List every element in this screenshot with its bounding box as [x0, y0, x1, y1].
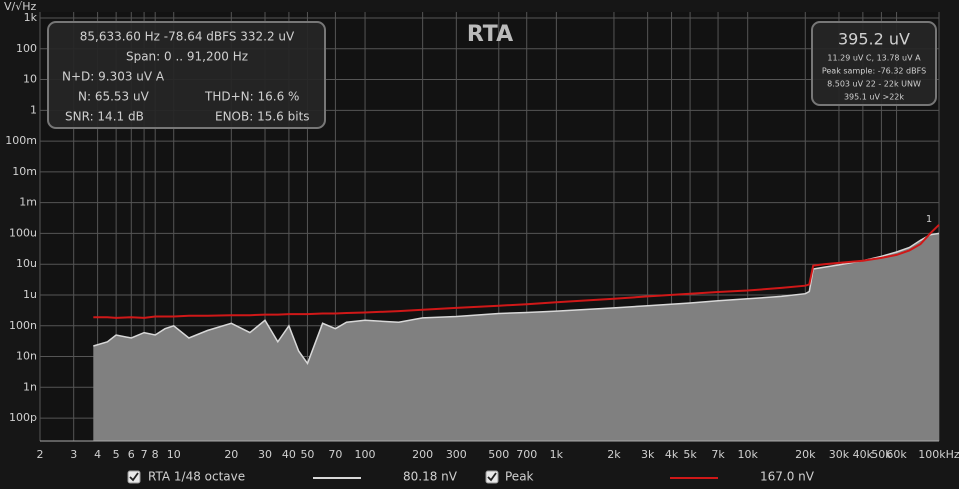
info-panel: 85,633.60 Hz -78.64 dBFS 332.2 uV Span: …: [47, 21, 326, 129]
x-tick-label: 40: [282, 448, 296, 461]
y-tick-label: 1: [30, 103, 37, 116]
y-tick-label: 1k: [24, 11, 38, 24]
info-text: N: 65.53 uV: [78, 90, 150, 104]
checkmark: [487, 472, 497, 482]
level-line: 11.29 uV C, 13.78 uV A: [827, 54, 921, 63]
x-tick-label: 100: [355, 448, 376, 461]
level-line: 395.1 uV >22k: [844, 93, 904, 102]
y-axis-title: V/√Hz: [4, 0, 37, 13]
x-tick-label: 60k: [886, 448, 907, 461]
x-tick-label: 4k: [665, 448, 679, 461]
x-tick-label: 100kHz: [918, 448, 959, 461]
info-text: N+D: 9.303 uV A: [62, 70, 165, 84]
x-tick-label: 3k: [641, 448, 655, 461]
info-text: THD+N: 16.6 %: [204, 90, 299, 104]
level-line: Peak sample: -76.32 dBFS: [822, 67, 926, 76]
x-tick-label: 4: [94, 448, 101, 461]
legend: RTA 1/48 octave 80.18 nV Peak 167.0 nV: [127, 470, 815, 484]
x-tick-label: 2k: [607, 448, 621, 461]
info-text: 85,633.60 Hz -78.64 dBFS 332.2 uV: [80, 30, 295, 44]
y-tick-label: 100: [16, 42, 37, 55]
x-tick-label: 20: [224, 448, 238, 461]
x-tick-label: 40k: [853, 448, 874, 461]
level-value: 395.2 uV: [838, 30, 910, 49]
x-tick-label: 1k: [550, 448, 564, 461]
y-tick-label: 10: [23, 73, 37, 86]
checkmark: [129, 472, 139, 482]
legend-checkbox[interactable]: [127, 470, 141, 484]
x-tick-label: 6: [128, 448, 135, 461]
info-text: ENOB: 15.6 bits: [215, 110, 310, 124]
legend-label: RTA 1/48 octave: [148, 470, 245, 484]
x-tick-label: 30k: [829, 448, 850, 461]
panel-box: [811, 21, 937, 106]
panel-box: [47, 21, 326, 129]
x-tick-label: 7k: [711, 448, 725, 461]
x-tick-label: 10: [167, 448, 181, 461]
level-panel: 395.2 uV 11.29 uV C, 13.78 uV A Peak sam…: [811, 21, 937, 106]
x-tick-label: 30: [258, 448, 272, 461]
x-tick-label: 10k: [737, 448, 758, 461]
marker-label: 1: [926, 214, 932, 225]
x-tick-label: 700: [516, 448, 537, 461]
level-line: 8.503 uV 22 - 22k UNW: [827, 80, 921, 89]
y-tick-label: 100n: [9, 319, 37, 332]
y-tick-label: 10m: [12, 165, 37, 178]
x-tick-label: 5k: [683, 448, 697, 461]
x-tick-label: 50: [300, 448, 314, 461]
legend-value: 167.0 nV: [760, 470, 815, 484]
area-fill: [93, 233, 940, 441]
legend-label: Peak: [505, 470, 534, 484]
y-tick-label: 100p: [9, 411, 37, 424]
x-tick-label: 20k: [795, 448, 816, 461]
series-line: [93, 232, 940, 365]
series-line: [93, 224, 940, 319]
y-tick-label: 100u: [9, 226, 37, 239]
x-tick-label: 7: [141, 448, 148, 461]
x-tick-label: 300: [446, 448, 467, 461]
x-tick-label: 70: [328, 448, 342, 461]
y-tick-label: 1m: [19, 196, 37, 209]
chart-title: RTA: [467, 22, 513, 47]
legend-checkbox[interactable]: [485, 470, 499, 484]
x-tick-label: 50k: [871, 448, 892, 461]
x-tick-label: 5: [113, 448, 120, 461]
legend-value: 80.18 nV: [403, 470, 458, 484]
info-text: SNR: 14.1 dB: [65, 110, 144, 124]
y-tick-label: 100m: [5, 134, 37, 147]
x-tick-label: 8: [152, 448, 159, 461]
x-tick-label: 200: [412, 448, 433, 461]
y-tick-label: 1n: [23, 380, 37, 393]
x-tick-label: 2: [37, 448, 44, 461]
info-text: Span: 0 .. 91,200 Hz: [126, 50, 248, 64]
y-tick-label: 10u: [16, 257, 37, 270]
x-tick-label: 3: [70, 448, 77, 461]
y-tick-label: 1u: [23, 288, 37, 301]
y-tick-label: 10n: [16, 350, 37, 363]
x-tick-label: 500: [488, 448, 509, 461]
